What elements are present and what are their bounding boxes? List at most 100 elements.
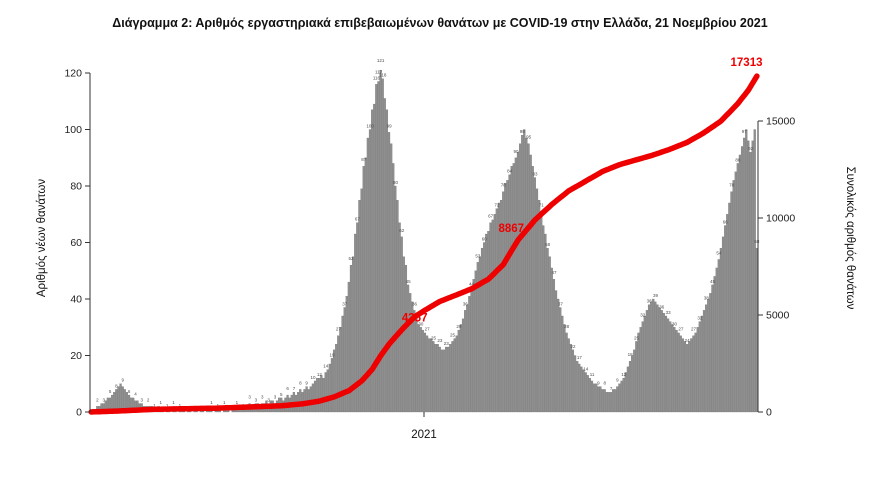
svg-text:121: 121 <box>377 58 385 63</box>
svg-text:25: 25 <box>431 335 437 340</box>
svg-text:27: 27 <box>691 327 697 332</box>
svg-text:67: 67 <box>355 217 361 222</box>
svg-text:80: 80 <box>393 180 399 185</box>
svg-text:27: 27 <box>678 327 684 332</box>
svg-text:3: 3 <box>274 395 277 400</box>
svg-text:3: 3 <box>248 395 251 400</box>
svg-text:5: 5 <box>109 389 112 394</box>
svg-text:95: 95 <box>526 135 532 140</box>
svg-text:36: 36 <box>463 301 469 306</box>
svg-text:9: 9 <box>122 378 125 383</box>
svg-text:1: 1 <box>223 400 226 405</box>
svg-text:62: 62 <box>399 228 405 233</box>
svg-text:8: 8 <box>115 383 118 388</box>
svg-text:7: 7 <box>293 386 296 391</box>
milestone-label: 4357 <box>402 313 428 325</box>
svg-text:87: 87 <box>361 157 367 162</box>
svg-text:1: 1 <box>172 400 175 405</box>
left-axis-tick-label: 60 <box>70 237 82 249</box>
svg-text:27: 27 <box>336 327 342 332</box>
daily-deaths-bars <box>91 70 758 413</box>
svg-text:60: 60 <box>482 237 488 242</box>
svg-text:19: 19 <box>330 352 336 357</box>
svg-text:118: 118 <box>379 73 387 78</box>
right-axis-tick-label: 0 <box>766 407 772 419</box>
svg-text:30: 30 <box>672 321 678 326</box>
svg-text:10: 10 <box>311 375 317 380</box>
svg-text:71: 71 <box>539 202 545 207</box>
svg-text:37: 37 <box>342 301 348 306</box>
svg-text:1: 1 <box>153 403 156 408</box>
svg-text:8: 8 <box>603 380 606 385</box>
svg-text:97: 97 <box>742 129 748 134</box>
svg-text:27: 27 <box>425 327 431 332</box>
svg-text:38: 38 <box>647 299 653 304</box>
svg-text:32: 32 <box>640 313 646 318</box>
svg-text:2: 2 <box>147 397 150 402</box>
svg-text:3: 3 <box>267 398 270 403</box>
svg-text:84: 84 <box>507 169 513 174</box>
svg-text:9: 9 <box>305 381 308 386</box>
svg-text:1: 1 <box>210 400 213 405</box>
svg-text:92: 92 <box>748 146 754 151</box>
svg-text:8: 8 <box>299 380 302 385</box>
svg-text:24: 24 <box>685 338 691 343</box>
svg-text:4: 4 <box>134 392 137 397</box>
right-axis-tick-label: 15000 <box>766 116 795 128</box>
svg-text:9: 9 <box>597 381 600 386</box>
svg-text:2: 2 <box>96 397 99 402</box>
svg-text:52: 52 <box>349 256 355 261</box>
left-axis-tick-label: 40 <box>70 294 82 306</box>
svg-text:100: 100 <box>366 124 374 129</box>
milestone-label: 8867 <box>499 223 525 235</box>
svg-text:58: 58 <box>754 239 760 244</box>
svg-text:45: 45 <box>710 279 716 284</box>
svg-text:3: 3 <box>255 398 258 403</box>
svg-text:3: 3 <box>141 398 144 403</box>
svg-text:7: 7 <box>610 386 613 391</box>
svg-text:14: 14 <box>323 363 329 368</box>
svg-text:23: 23 <box>444 341 450 346</box>
svg-text:90: 90 <box>513 149 519 154</box>
svg-text:18: 18 <box>628 352 634 357</box>
svg-text:99: 99 <box>387 123 393 128</box>
svg-text:1: 1 <box>236 400 239 405</box>
right-axis-tick-label: 5000 <box>766 310 790 322</box>
svg-text:36: 36 <box>412 301 418 306</box>
svg-text:6: 6 <box>286 386 289 391</box>
svg-text:47: 47 <box>552 270 558 275</box>
milestone-label: 17313 <box>731 57 763 69</box>
svg-text:5: 5 <box>280 392 283 397</box>
svg-text:36: 36 <box>659 304 665 309</box>
svg-text:98: 98 <box>520 129 526 134</box>
svg-text:45: 45 <box>406 279 412 284</box>
x-axis-tick-label: 2021 <box>411 429 437 441</box>
svg-text:78: 78 <box>729 183 735 188</box>
svg-text:1: 1 <box>166 403 169 408</box>
svg-text:1: 1 <box>160 400 163 405</box>
svg-text:39: 39 <box>653 293 659 298</box>
svg-text:14: 14 <box>583 366 589 371</box>
svg-text:44: 44 <box>469 282 475 287</box>
svg-text:32: 32 <box>697 316 703 321</box>
left-axis-tick-label: 0 <box>76 407 82 419</box>
left-axis-tick-label: 20 <box>70 350 82 362</box>
svg-text:58: 58 <box>545 242 551 247</box>
svg-text:22: 22 <box>571 344 577 349</box>
svg-text:66: 66 <box>723 220 729 225</box>
svg-text:88: 88 <box>735 157 741 162</box>
svg-text:37: 37 <box>558 301 564 306</box>
svg-text:33: 33 <box>666 310 672 315</box>
left-axis-tick-label: 80 <box>70 181 82 193</box>
svg-text:53: 53 <box>475 253 481 258</box>
svg-text:3: 3 <box>102 398 105 403</box>
svg-text:116: 116 <box>373 75 381 80</box>
svg-text:9: 9 <box>616 378 619 383</box>
svg-text:30: 30 <box>418 321 424 326</box>
svg-text:117: 117 <box>375 69 383 74</box>
svg-text:12: 12 <box>317 372 323 377</box>
svg-text:17: 17 <box>577 355 583 360</box>
svg-text:3: 3 <box>261 395 264 400</box>
